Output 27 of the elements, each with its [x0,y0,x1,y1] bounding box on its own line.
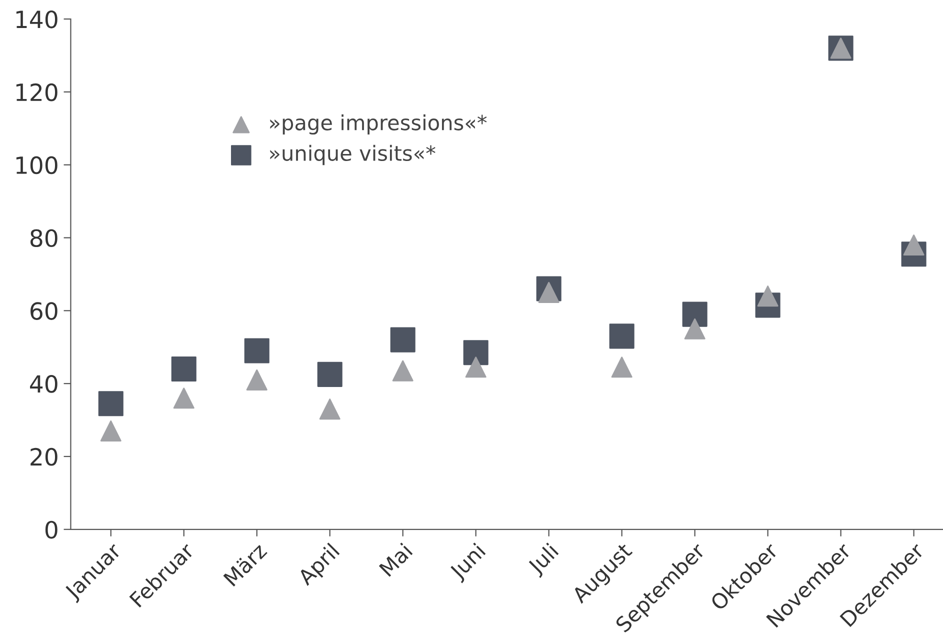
y-tick-label: 20 [30,448,58,466]
point [390,327,416,352]
y-tick-label: 40 [30,375,58,393]
point [392,360,414,382]
point [463,340,488,366]
point [246,369,268,390]
point [171,356,196,382]
y-tick-label: 0 [45,520,58,539]
point [684,318,706,340]
point [611,356,632,378]
point [609,324,634,349]
point [244,338,270,364]
point [173,388,194,409]
legend-label: »page impressions«* [270,114,487,134]
y-tick-label: 140 [16,10,58,28]
point [465,356,486,378]
point [682,302,708,327]
y-tick-label: 100 [16,156,58,174]
point [98,391,124,416]
y-tick-label: 120 [16,83,58,102]
x-tick-label: Mai [378,542,413,577]
legend-label: »unique visits«* [270,144,436,166]
point [317,362,342,387]
y-tick-label: 60 [30,302,58,320]
y-tick-label: 80 [30,229,58,248]
point [100,420,122,442]
point [319,398,340,420]
